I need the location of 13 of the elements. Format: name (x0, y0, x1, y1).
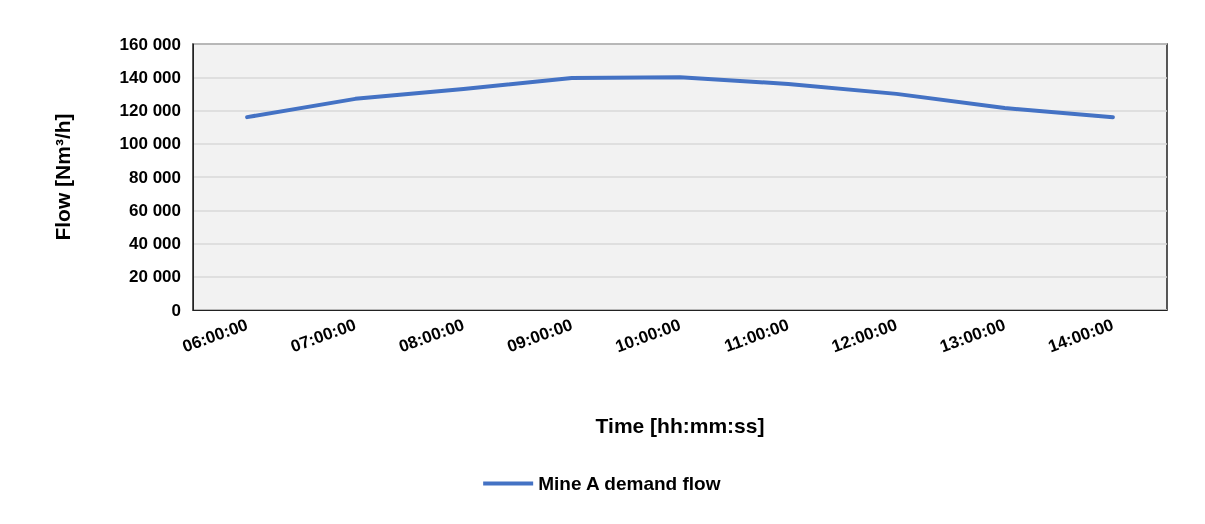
y-tick-label: 80 000 (129, 167, 181, 187)
y-tick-label: 100 000 (119, 134, 181, 154)
legend-label: Mine A demand flow (538, 473, 721, 494)
y-axis-title: Flow [Nm³/h] (51, 113, 74, 241)
y-tick-label: 20 000 (129, 267, 181, 287)
y-tick-label: 160 000 (119, 34, 181, 54)
y-tick-label: 120 000 (119, 101, 181, 120)
y-tick-label: 60 000 (129, 200, 181, 220)
y-tick-label: 40 000 (129, 234, 181, 253)
y-tick-label: 0 (171, 300, 181, 320)
y-tick-label: 140 000 (119, 67, 181, 87)
x-axis-title: Time [hh:mm:ss] (595, 414, 765, 437)
line-series (245, 75, 1115, 120)
